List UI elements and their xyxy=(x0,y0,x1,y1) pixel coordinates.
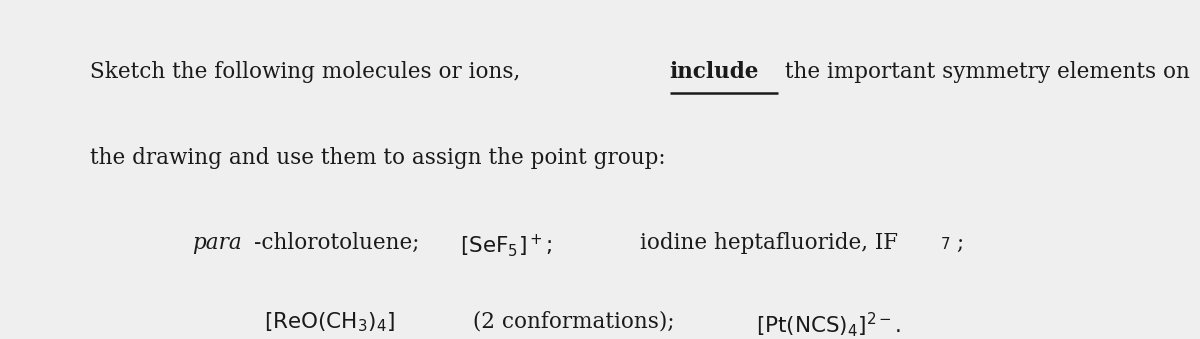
Text: iodine heptafluoride, IF: iodine heptafluoride, IF xyxy=(640,232,898,254)
Text: the important symmetry elements on: the important symmetry elements on xyxy=(778,61,1189,83)
Text: $[\mathrm{Pt(NCS)_4}]^{2-}$.: $[\mathrm{Pt(NCS)_4}]^{2-}$. xyxy=(756,310,901,339)
Text: para: para xyxy=(192,232,241,254)
Text: Sketch the following molecules or ions,: Sketch the following molecules or ions, xyxy=(90,61,527,83)
Text: ;: ; xyxy=(956,232,964,254)
Text: the drawing and use them to assign the point group:: the drawing and use them to assign the p… xyxy=(90,147,666,170)
Text: (2 conformations);: (2 conformations); xyxy=(466,310,674,332)
Text: $[\mathrm{ReO(CH_3)_4}]$: $[\mathrm{ReO(CH_3)_4}]$ xyxy=(264,310,395,334)
Text: $[\mathrm{SeF_5}]^+$;: $[\mathrm{SeF_5}]^+$; xyxy=(460,232,552,259)
Text: -chlorotoluene;: -chlorotoluene; xyxy=(254,232,420,254)
Text: $_7$: $_7$ xyxy=(940,232,950,252)
Text: include: include xyxy=(670,61,758,83)
